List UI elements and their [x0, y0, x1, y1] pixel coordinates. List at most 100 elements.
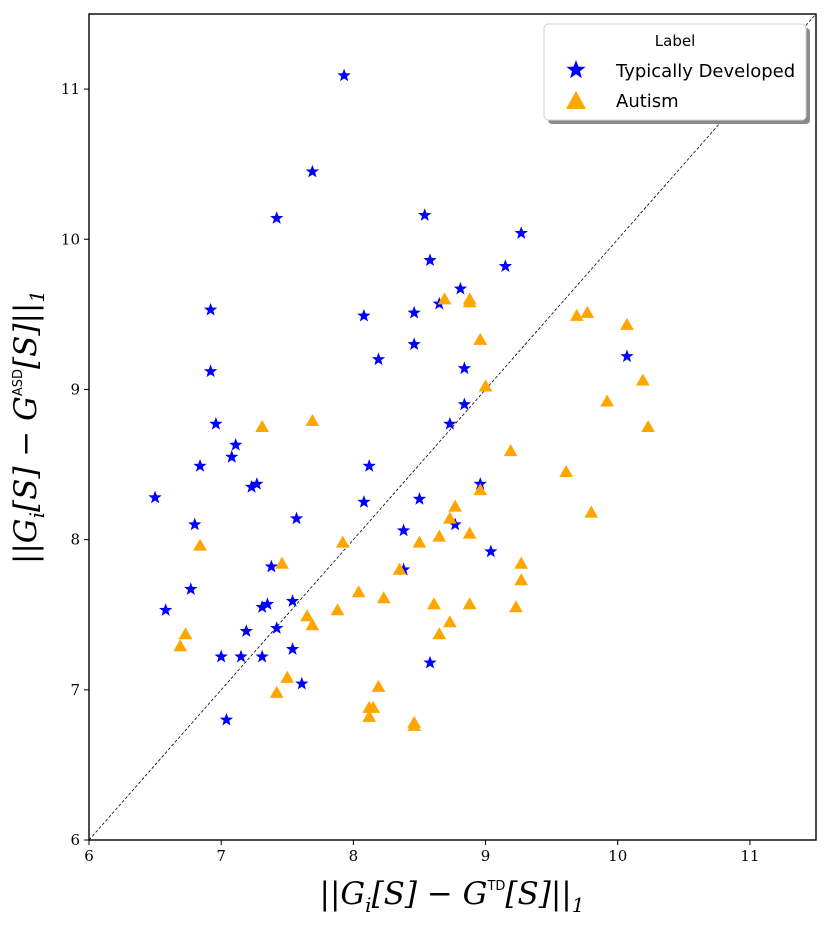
typically-developed-point	[159, 603, 173, 616]
autism-point	[366, 700, 381, 713]
autism-point	[514, 556, 529, 569]
typically-developed-point	[418, 208, 432, 221]
autism-point	[330, 603, 345, 616]
autism-point	[600, 394, 615, 407]
y-tick-label: 9	[70, 380, 80, 398]
autism-point	[620, 317, 634, 330]
autism-point	[503, 444, 518, 457]
autism-point	[305, 618, 320, 631]
autism-point	[432, 529, 447, 542]
typically-developed-point	[255, 649, 269, 663]
x-tick-label: 7	[216, 847, 226, 865]
autism-point	[442, 615, 457, 628]
typically-developed-point	[484, 544, 498, 558]
legend-label-typically-developed: Typically Developed	[615, 61, 795, 82]
autism-point	[269, 685, 284, 698]
typically-developed-point	[250, 477, 264, 490]
typically-developed-point	[407, 305, 421, 319]
legend-star-icon	[566, 60, 586, 79]
autism-point	[392, 562, 407, 575]
autism-point	[280, 670, 295, 683]
typically-developed-point	[295, 676, 309, 690]
typically-developed-point	[396, 523, 411, 537]
typically-developed-point	[209, 417, 223, 430]
x-tick-label: 6	[84, 847, 94, 865]
typically-developed-point	[255, 600, 269, 613]
x-tick-label: 8	[349, 847, 359, 865]
autism-point	[514, 573, 529, 586]
typically-developed-point	[193, 459, 207, 472]
autism-point	[173, 639, 188, 652]
y-tick-label: 10	[61, 230, 80, 248]
autism-point	[432, 627, 447, 640]
autism-point	[462, 597, 477, 610]
y-tick-label: 11	[61, 80, 80, 98]
autism-point	[407, 715, 422, 728]
typically-developed-point	[260, 597, 275, 610]
x-tick-label: 9	[481, 847, 491, 865]
legend-triangle-icon	[566, 91, 586, 109]
typically-developed-point	[514, 226, 528, 239]
typically-developed-point	[289, 511, 304, 525]
typically-developed-point	[270, 211, 284, 224]
typically-developed-point	[357, 495, 371, 508]
autism-point	[305, 413, 320, 427]
autism-point	[351, 585, 366, 598]
autism-point	[412, 535, 427, 548]
autism-point	[362, 709, 377, 722]
autism-point	[509, 600, 523, 613]
y-tick-label: 8	[70, 531, 80, 549]
y-tick-label: 6	[70, 831, 80, 849]
typically-developed-point	[357, 308, 371, 322]
autism-point	[569, 308, 584, 321]
autism-point	[473, 332, 488, 345]
typically-developed-point	[457, 397, 472, 411]
typically-developed-point	[234, 649, 248, 663]
x-axis-label: ||Gi[S] − GTD[S]||1	[320, 876, 585, 917]
autism-point	[275, 556, 289, 569]
autism-point	[371, 679, 386, 692]
plot-frame	[88, 13, 817, 841]
typically-developed-point	[219, 712, 234, 726]
legend-label-autism: Autism	[616, 91, 679, 112]
typically-developed-point	[203, 364, 218, 378]
typically-developed-point	[362, 459, 376, 472]
autism-point	[473, 483, 488, 496]
autism-point	[442, 511, 457, 524]
typically-developed-point	[184, 582, 198, 595]
typically-developed-point	[225, 450, 239, 463]
typically-developed-point	[412, 492, 427, 505]
typically-developed-point	[620, 349, 634, 363]
y-tick-label: 7	[70, 681, 80, 699]
autism-point	[178, 627, 193, 640]
autism-point	[335, 535, 350, 548]
autism-point	[448, 499, 463, 512]
typically-developed-point	[443, 417, 457, 430]
typically-developed-point	[423, 655, 437, 669]
typically-developed-point	[270, 621, 284, 634]
autism-point	[584, 505, 599, 518]
typically-developed-point	[229, 438, 243, 451]
typically-developed-point	[448, 517, 462, 531]
typically-developed-point	[498, 259, 513, 272]
typically-developed-point	[244, 480, 259, 493]
typically-developed-point	[407, 337, 421, 351]
typically-developed-point	[285, 594, 300, 607]
typically-developed-point	[264, 559, 279, 573]
autism-point	[559, 465, 574, 478]
autism-point	[478, 379, 493, 392]
autism-point	[300, 609, 314, 622]
autism-point	[641, 420, 655, 433]
typically-developed-point	[453, 281, 468, 295]
typically-developed-point	[148, 490, 162, 504]
typically-developed-point	[203, 302, 218, 316]
legend-box	[543, 23, 807, 121]
typically-developed-point	[457, 361, 472, 375]
autism-point	[255, 420, 270, 433]
typically-developed-point	[285, 642, 300, 655]
typically-developed-point	[423, 253, 437, 266]
typically-developed-point	[239, 624, 253, 637]
legend-title: Label	[655, 32, 695, 50]
